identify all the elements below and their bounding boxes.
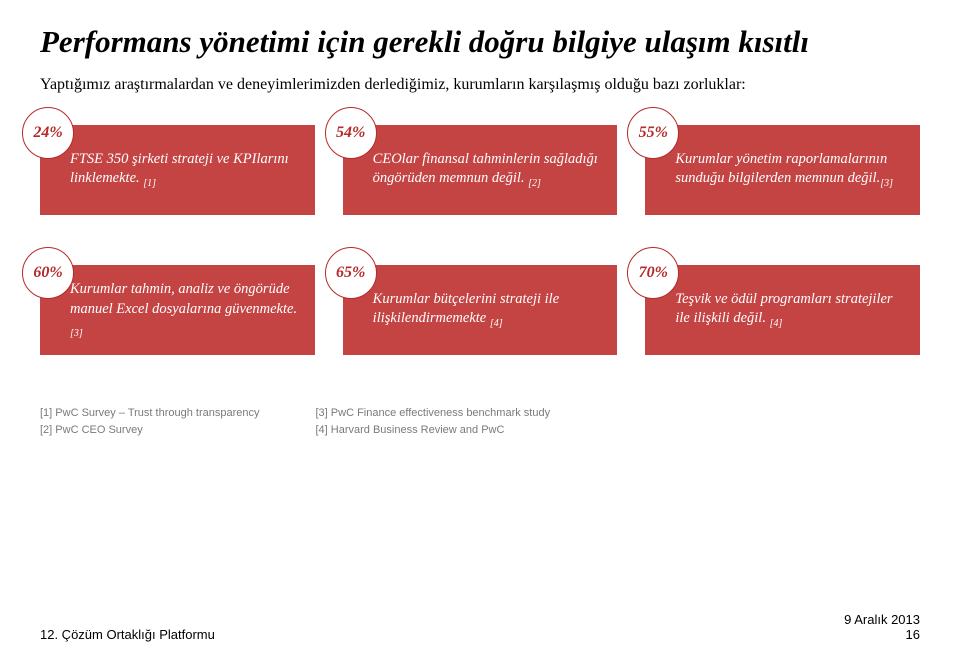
refs-right: [3] PwC Finance effectiveness benchmark …	[316, 405, 551, 438]
stat-ref: [2]	[528, 178, 541, 189]
stat-card: 70% Teşvik ve ödül programları stratejil…	[645, 265, 920, 355]
stat-box: CEOlar finansal tahminlerin sağladığı ön…	[343, 125, 618, 215]
stat-card: 24% FTSE 350 şirketi strateji ve KPIları…	[40, 125, 315, 215]
stat-ref: [4]	[490, 318, 503, 329]
stat-text: Kurumlar yönetim raporlamalarının sunduğ…	[675, 150, 906, 191]
stat-ref: [3]	[70, 328, 83, 339]
stat-box: Kurumlar tahmin, analiz ve öngörüde manu…	[40, 265, 315, 355]
stat-box: FTSE 350 şirketi strateji ve KPIlarını l…	[40, 125, 315, 215]
references: [1] PwC Survey – Trust through transpare…	[40, 405, 920, 438]
pct-badge: 24%	[22, 107, 74, 159]
stat-ref: [4]	[770, 318, 783, 329]
stat-box: Kurumlar bütçelerini strateji ile ilişki…	[343, 265, 618, 355]
stat-text: Teşvik ve ödül programları stratejiler i…	[675, 290, 906, 331]
stat-text: FTSE 350 şirketi strateji ve KPIlarını l…	[70, 150, 301, 191]
page-title: Performans yönetimi için gerekli doğru b…	[40, 24, 920, 60]
ref-line: [3] PwC Finance effectiveness benchmark …	[316, 405, 551, 422]
stat-text: Kurumlar tahmin, analiz ve öngörüde manu…	[70, 280, 301, 341]
subtitle: Yaptığımız araştırmalardan ve deneyimler…	[40, 74, 840, 96]
stat-box: Teşvik ve ödül programları stratejiler i…	[645, 265, 920, 355]
stat-text: CEOlar finansal tahminlerin sağladığı ön…	[373, 150, 604, 191]
stat-row-2: 60% Kurumlar tahmin, analiz ve öngörüde …	[40, 265, 920, 355]
footer: 12. Çözüm Ortaklığı Platformu 9 Aralık 2…	[40, 612, 920, 642]
footer-right: 9 Aralık 2013 16	[844, 612, 920, 642]
stat-row-1: 24% FTSE 350 şirketi strateji ve KPIları…	[40, 125, 920, 215]
stat-ref: [1]	[143, 178, 156, 189]
slide: Performans yönetimi için gerekli doğru b…	[0, 0, 960, 660]
stat-text: Kurumlar bütçelerini strateji ile ilişki…	[373, 290, 604, 331]
stat-card: 65% Kurumlar bütçelerini strateji ile il…	[343, 265, 618, 355]
ref-line: [1] PwC Survey – Trust through transpare…	[40, 405, 260, 422]
refs-left: [1] PwC Survey – Trust through transpare…	[40, 405, 260, 438]
page-number: 16	[844, 627, 920, 642]
stat-ref: [3]	[880, 178, 893, 189]
stat-card: 55% Kurumlar yönetim raporlamalarının su…	[645, 125, 920, 215]
stat-card: 60% Kurumlar tahmin, analiz ve öngörüde …	[40, 265, 315, 355]
stat-box: Kurumlar yönetim raporlamalarının sunduğ…	[645, 125, 920, 215]
stat-card: 54% CEOlar finansal tahminlerin sağladığ…	[343, 125, 618, 215]
pct-badge: 65%	[325, 247, 377, 299]
pct-badge: 54%	[325, 107, 377, 159]
pct-badge: 60%	[22, 247, 74, 299]
ref-line: [2] PwC CEO Survey	[40, 422, 260, 439]
footer-left: 12. Çözüm Ortaklığı Platformu	[40, 627, 215, 642]
footer-date: 9 Aralık 2013	[844, 612, 920, 627]
ref-line: [4] Harvard Business Review and PwC	[316, 422, 551, 439]
